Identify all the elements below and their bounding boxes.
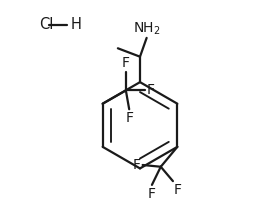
Text: F: F xyxy=(146,83,155,97)
Text: H: H xyxy=(70,17,81,32)
Text: F: F xyxy=(126,111,134,125)
Text: F: F xyxy=(122,56,130,70)
Text: NH$_2$: NH$_2$ xyxy=(133,20,161,37)
Text: F: F xyxy=(148,187,155,201)
Text: F: F xyxy=(133,158,141,172)
Text: Cl: Cl xyxy=(39,17,54,32)
Text: F: F xyxy=(174,183,182,197)
